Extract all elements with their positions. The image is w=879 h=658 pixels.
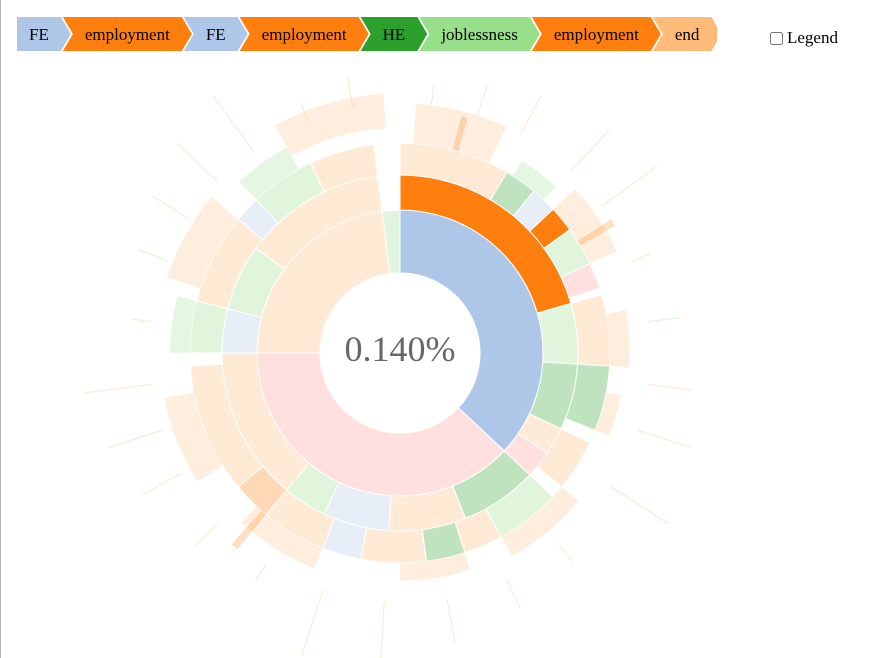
legend-toggle[interactable]: Legend: [768, 28, 838, 48]
sunburst-outer-segment[interactable]: [163, 392, 224, 482]
breadcrumb-label: employment: [85, 25, 170, 44]
sunburst-outer-segment[interactable]: [238, 146, 300, 201]
breadcrumb-chevron: [531, 17, 661, 51]
sunburst-outer-segment[interactable]: [274, 93, 387, 157]
sunburst-segment-school[interactable]: [560, 262, 601, 299]
sunburst-segment-joblessness[interactable]: [189, 300, 229, 354]
breadcrumb-chevron: [183, 17, 248, 51]
breadcrumb-chevron: [360, 17, 428, 51]
sunburst-fringe-spike: [446, 598, 456, 642]
sunburst-fringe-spike: [647, 317, 680, 323]
sunburst-fringe-spike: [108, 429, 163, 449]
sunburst-outer-segment[interactable]: [576, 218, 616, 247]
sunburst-segment-joblessness[interactable]: [536, 302, 579, 365]
sunburst-outer-segment[interactable]: [231, 510, 267, 550]
breadcrumb-chevron: [239, 17, 369, 51]
sunburst-segment-end[interactable]: [536, 428, 591, 488]
breadcrumb-label: joblessness: [440, 25, 518, 44]
sequence-breadcrumb: FE employment FE employment HE joblessness emp…: [17, 17, 717, 51]
sunburst-outer-segment[interactable]: [512, 160, 557, 201]
sunburst-fringe-spike: [610, 486, 669, 524]
breadcrumb-label: employment: [554, 25, 639, 44]
sunburst-outer-segment[interactable]: [169, 295, 197, 354]
sunburst-fringe-spike: [301, 590, 324, 656]
sunburst-segment-joblessness[interactable]: [381, 209, 401, 275]
breadcrumb-step: FE: [17, 17, 71, 51]
sunburst-fringe-spike: [520, 95, 543, 135]
sunburst-fringe-spike: [132, 318, 153, 323]
sunburst-fringe-spike: [558, 545, 573, 562]
breadcrumb-step: end: [652, 17, 717, 51]
breadcrumb-step: HE: [360, 17, 428, 51]
breadcrumb-step: employment: [239, 17, 369, 51]
sunburst-segment-end[interactable]: [309, 144, 379, 193]
breadcrumb-label: FE: [29, 25, 49, 44]
sunburst-outer-segment[interactable]: [412, 103, 507, 164]
sunburst-fringe-spike: [137, 248, 168, 262]
breadcrumb-label: end: [675, 25, 700, 44]
sunburst-fringe-spike: [142, 473, 182, 496]
sunburst-outer-segment[interactable]: [594, 392, 622, 437]
center-percentage: 0.140%: [344, 329, 456, 369]
sunburst-fringe-spike: [632, 253, 652, 262]
sunburst-fringe-spike: [380, 602, 385, 658]
sunburst-fringe-spike: [300, 101, 309, 121]
breadcrumb-chevron: [652, 17, 717, 51]
sunburst-outer-segment[interactable]: [240, 505, 324, 570]
breadcrumb-step: FE: [183, 17, 248, 51]
sunburst-outer-segment[interactable]: [399, 552, 471, 582]
sunburst-fringe-spike: [254, 563, 267, 582]
breadcrumb-step: employment: [62, 17, 192, 51]
breadcrumb-chevron: [17, 17, 71, 51]
legend-toggle-label: Legend: [787, 28, 838, 47]
sunburst-fringe-spike: [505, 578, 521, 609]
sunburst-fringe-spike: [476, 84, 488, 116]
sunburst-fringe-spike: [430, 85, 435, 106]
breadcrumb-chevron: [419, 17, 540, 51]
sunburst-fringe-spike: [601, 165, 658, 207]
sunburst-outer-segment[interactable]: [451, 115, 469, 152]
sunburst-fringe-spike: [84, 383, 153, 394]
sunburst-segment-end[interactable]: [360, 527, 427, 564]
sunburst-outer-segment[interactable]: [166, 196, 239, 289]
sunburst-fringe-spike: [194, 523, 219, 547]
sunburst-fringe-spike: [346, 75, 354, 108]
sunburst-outer-segment[interactable]: [552, 188, 618, 264]
breadcrumb-label: HE: [383, 25, 406, 44]
breadcrumb-chevron: [62, 17, 192, 51]
sunburst-fringe-spike: [637, 429, 692, 449]
sunburst-fringe-spike: [647, 383, 692, 391]
sunburst-segment-HE[interactable]: [564, 363, 611, 431]
breadcrumb-step: employment: [531, 17, 661, 51]
sunburst-fringe-spike: [151, 195, 190, 220]
sunburst-outer-segment[interactable]: [500, 486, 580, 557]
breadcrumb-label: employment: [262, 25, 347, 44]
breadcrumb-label: FE: [206, 25, 226, 44]
breadcrumb-step: joblessness: [419, 17, 540, 51]
window-left-border: [0, 0, 1, 658]
legend-checkbox[interactable]: [770, 31, 783, 45]
sunburst-fringe-spike: [212, 95, 254, 152]
sunburst-outer-segment[interactable]: [605, 309, 631, 368]
sunburst-fringe-spike: [570, 129, 610, 172]
sunburst-fringe-spike: [176, 143, 219, 183]
